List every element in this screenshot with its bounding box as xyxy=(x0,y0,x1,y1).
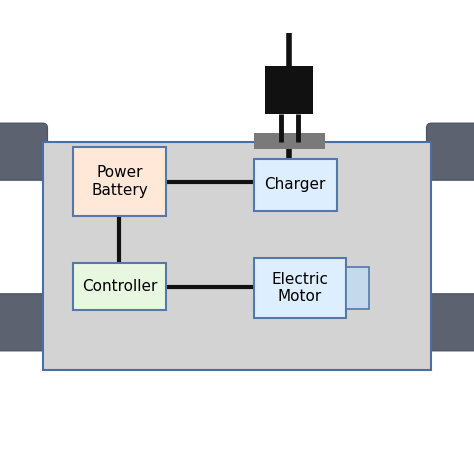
FancyBboxPatch shape xyxy=(0,294,47,351)
FancyBboxPatch shape xyxy=(0,123,47,180)
Bar xyxy=(254,258,346,318)
FancyBboxPatch shape xyxy=(427,123,474,180)
Bar xyxy=(254,133,325,149)
Bar xyxy=(265,66,313,114)
Text: Electric
Motor: Electric Motor xyxy=(271,272,328,304)
Bar xyxy=(43,142,431,370)
Text: Charger: Charger xyxy=(264,177,326,192)
Text: Power
Battery: Power Battery xyxy=(91,165,148,198)
Bar xyxy=(254,159,337,211)
Text: Controller: Controller xyxy=(82,279,157,294)
Bar xyxy=(73,147,166,216)
Bar xyxy=(346,267,369,309)
Bar xyxy=(73,263,166,310)
FancyBboxPatch shape xyxy=(427,294,474,351)
